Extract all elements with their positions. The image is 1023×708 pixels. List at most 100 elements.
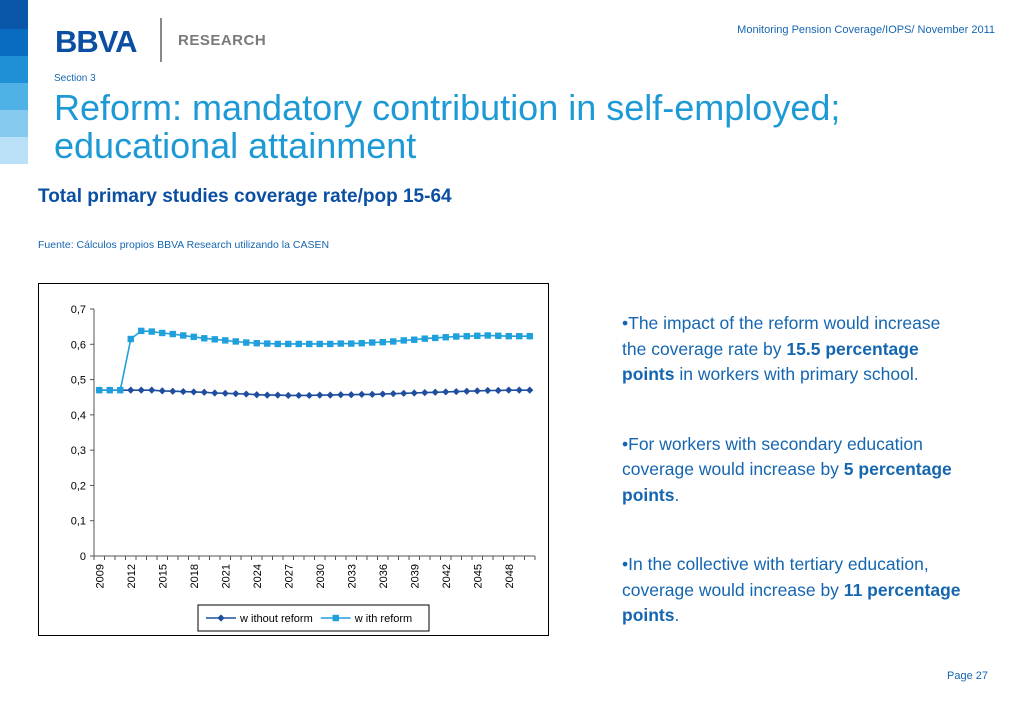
data-point [526,332,533,340]
y-tick-label: 0,1 [71,516,86,528]
data-point [284,391,292,400]
data-point [337,340,344,347]
data-point [190,388,198,396]
data-point [379,390,387,398]
data-point [494,386,502,395]
data-point [316,391,324,399]
x-tick-label: 2036 [378,564,390,588]
data-point [369,339,376,346]
data-point [253,391,261,399]
x-tick-label: 2024 [252,564,264,588]
data-point [379,338,386,346]
y-tick-label: 0,6 [71,339,86,351]
data-point [473,387,481,395]
data-point [484,332,491,339]
strip-block [0,0,28,29]
data-point [305,391,313,400]
data-point [158,387,166,395]
x-tick-label: 2012 [126,564,138,588]
data-point [138,327,145,335]
data-point [117,386,124,394]
y-tick-label: 0,2 [71,480,86,492]
data-point [442,388,450,396]
x-tick-label: 2042 [441,564,453,588]
data-point [201,335,208,342]
strip-block [0,83,28,110]
data-point [159,329,166,337]
data-point [432,334,439,342]
data-point [274,340,281,348]
data-point [243,339,250,346]
y-tick-label: 0 [80,551,86,563]
strip-block [0,29,28,56]
x-tick-label: 2045 [472,564,484,588]
data-point [453,333,460,340]
data-point [368,390,376,398]
data-point [232,338,239,345]
x-tick-label: 2027 [283,564,295,588]
data-point [516,332,523,340]
data-point [389,390,397,398]
logo-divider [160,18,162,62]
figure-source: Fuente: Cálculos propios BBVA Research u… [38,239,330,251]
data-point [222,337,229,344]
y-tick-label: 0,4 [71,410,86,422]
data-point [400,337,407,344]
data-point [200,388,208,396]
data-point [316,340,323,348]
data-point [211,336,218,343]
data-point [106,386,113,394]
legend-marker [217,614,225,622]
chart-svg: 0 0,1 0,2 0,3 0,4 0,5 0,6 0,7 2009 2012 2015 2018 20… [71,304,536,632]
y-tick-label: 0,5 [71,375,86,387]
x-tick-label: 2033 [346,564,358,588]
data-point [337,391,345,399]
data-point [411,336,418,343]
bullet-item: •For workers with secondary education co… [622,433,952,505]
data-point [306,340,313,348]
data-point [348,340,355,347]
data-point [137,386,145,394]
data-point [169,387,177,395]
data-point [347,391,355,399]
data-point [253,340,260,347]
bbva-logo: BBVA [55,24,138,59]
data-point [242,390,250,398]
legend-marker [332,614,339,622]
strip-block [0,56,28,83]
data-point [327,340,334,348]
data-point [452,387,460,396]
research-logo-label: RESEARCH [178,32,267,49]
x-tick-label: 2015 [157,564,169,588]
y-tick-label: 0,3 [71,445,86,457]
data-point [358,390,366,398]
data-point [179,387,187,396]
data-point [169,330,176,338]
data-point [96,386,103,394]
data-point [505,332,512,340]
y-tick-label: 0,7 [71,304,86,316]
figure-subtitle: Total primary studies coverage rate/pop … [38,186,452,207]
data-point [358,340,365,347]
data-point [148,328,155,335]
legend-label: w ithout reform [239,613,313,625]
data-point [463,332,470,340]
strip-block [0,110,28,137]
data-point [463,387,471,395]
bullet-list: •The impact of the reform would increase… [622,311,967,673]
data-point [421,389,429,397]
data-point [285,340,292,348]
data-point [505,386,513,394]
data-point [390,338,397,345]
section-label: Section 3 [54,73,96,84]
data-point [127,386,135,394]
data-point [526,386,534,394]
data-point [221,389,229,397]
data-point [211,389,219,397]
strip-block [0,137,28,164]
document-meta: Monitoring Pension Coverage/IOPS/ Novemb… [737,24,995,36]
legend-box [197,604,430,632]
data-point [295,340,302,348]
data-point [431,388,439,396]
data-point [410,389,418,397]
